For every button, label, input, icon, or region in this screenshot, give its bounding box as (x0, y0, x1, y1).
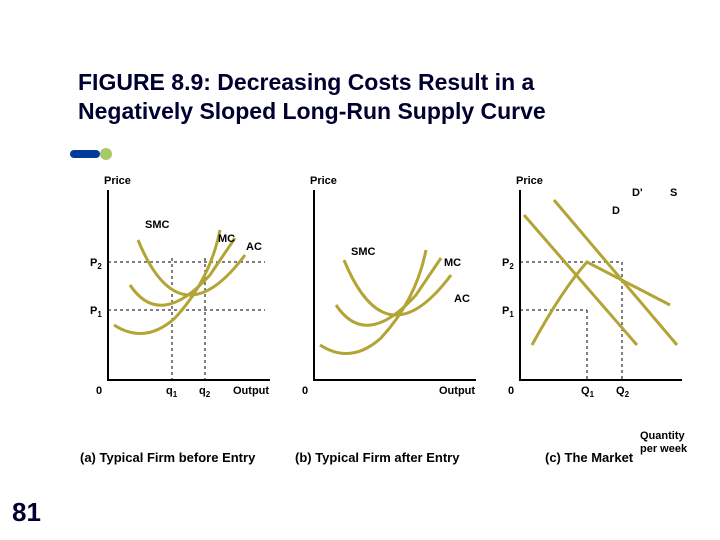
title-text: FIGURE 8.9: Decreasing Costs Result in a… (78, 68, 638, 126)
caption-b: (b) Typical Firm after Entry (295, 450, 459, 465)
svg-text:SMC: SMC (351, 246, 376, 258)
svg-text:Price: Price (516, 175, 543, 187)
svg-text:Price: Price (310, 175, 337, 187)
svg-text:Output: Output (439, 385, 475, 397)
panel-b: Price 0 Output SMC MC AC (296, 170, 484, 440)
svg-text:0: 0 (508, 385, 514, 397)
panel-c: Price 0 P2 P1 Q1 Q2 D D' S (502, 170, 690, 440)
svg-text:AC: AC (454, 293, 470, 305)
panels-row: Price0OutputP2P1q1q2SMCMCAC Price0Output… (90, 170, 690, 440)
svg-text:D: D (612, 205, 620, 217)
svg-text:P1: P1 (90, 305, 102, 319)
slide-number: 81 (12, 497, 41, 528)
svg-text:0: 0 (96, 385, 102, 397)
svg-text:P2: P2 (90, 257, 102, 271)
quantity-axis-label: Quantity per week (640, 430, 687, 456)
svg-text:q1: q1 (166, 385, 178, 399)
svg-text:MC: MC (444, 257, 461, 269)
svg-text:MC: MC (218, 233, 235, 245)
svg-text:Output: Output (233, 385, 269, 397)
qty-l2: per week (640, 443, 687, 455)
svg-text:P1: P1 (502, 305, 514, 319)
svg-text:0: 0 (302, 385, 308, 397)
caption-a: (a) Typical Firm before Entry (80, 450, 255, 465)
panel-a: Price 0 Output P2 P1 q1 q2 SMC MC AC (90, 170, 278, 440)
svg-text:P2: P2 (502, 257, 514, 271)
caption-c: (c) The Market (545, 450, 633, 465)
svg-text:Q2: Q2 (616, 385, 630, 399)
figure-title: FIGURE 8.9: Decreasing Costs Result in a… (78, 68, 638, 126)
svg-text:S: S (670, 187, 677, 199)
panel-svg: Price 0 Output SMC MC AC (296, 170, 481, 410)
svg-text:Q1: Q1 (581, 385, 595, 399)
svg-text:q2: q2 (199, 385, 211, 399)
qty-l1: Quantity (640, 430, 685, 442)
slide-accent-bar (70, 150, 100, 158)
svg-text:Price: Price (104, 175, 131, 187)
svg-text:D': D' (632, 187, 643, 199)
panel-svg: Price 0 P2 P1 Q1 Q2 D D' S (502, 170, 687, 410)
svg-text:AC: AC (246, 241, 262, 253)
svg-text:SMC: SMC (145, 219, 170, 231)
panel-svg: Price 0 Output P2 P1 q1 q2 SMC MC AC (90, 170, 275, 410)
slide-accent-dot (100, 148, 112, 160)
